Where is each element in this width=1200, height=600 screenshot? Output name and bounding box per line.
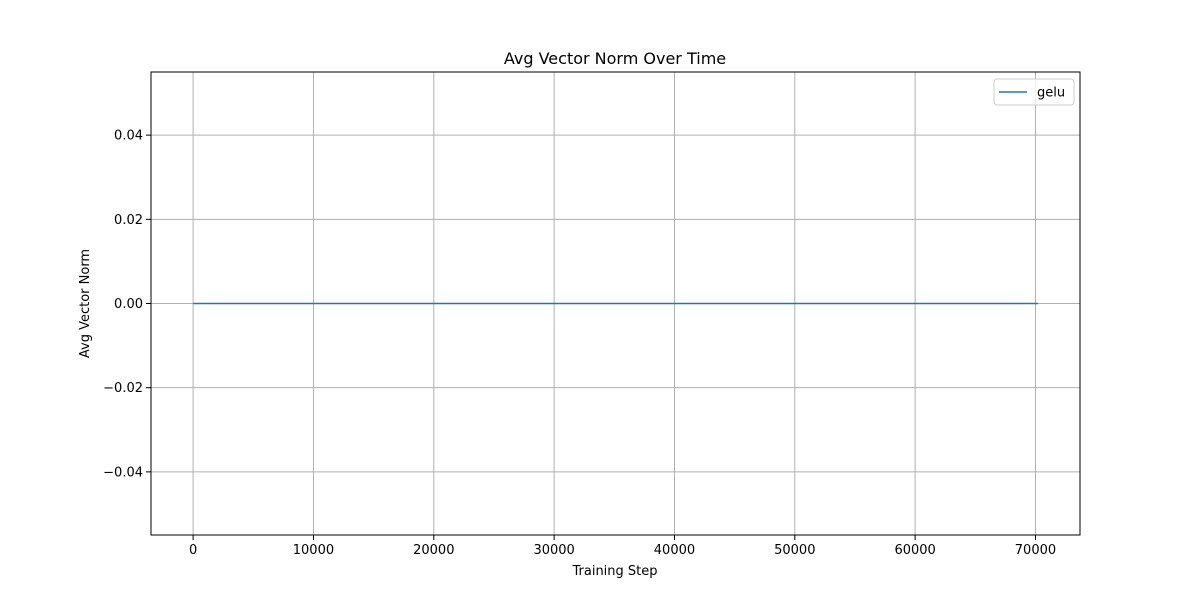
x-tick-label: 20000 xyxy=(413,543,454,558)
y-tick-label: 0.00 xyxy=(114,297,143,312)
y-tick-label: 0.02 xyxy=(114,213,143,228)
x-tick-label: 30000 xyxy=(533,543,574,558)
x-tick-label: 70000 xyxy=(1015,543,1056,558)
x-tick-label: 40000 xyxy=(654,543,695,558)
x-tick-label: 10000 xyxy=(293,543,334,558)
y-axis-label: Avg Vector Norm xyxy=(78,249,93,358)
legend-label: gelu xyxy=(1037,86,1065,101)
x-tick-label: 50000 xyxy=(774,543,815,558)
legend-box xyxy=(993,78,1075,106)
y-axis-ticks: −0.04 −0.02 0.00 0.02 0.04 xyxy=(103,129,151,480)
x-tick-label: 0 xyxy=(189,543,197,558)
x-axis-label: Training Step xyxy=(571,564,657,579)
y-tick-label: −0.02 xyxy=(103,381,143,396)
y-tick-label: −0.04 xyxy=(103,465,143,480)
x-axis-ticks: 0 10000 20000 30000 40000 50000 60000 70000 xyxy=(189,535,1056,558)
y-tick-label: 0.04 xyxy=(114,129,143,144)
x-tick-label: 60000 xyxy=(894,543,935,558)
legend: gelu xyxy=(993,78,1075,106)
chart-title: Avg Vector Norm Over Time xyxy=(504,49,726,68)
